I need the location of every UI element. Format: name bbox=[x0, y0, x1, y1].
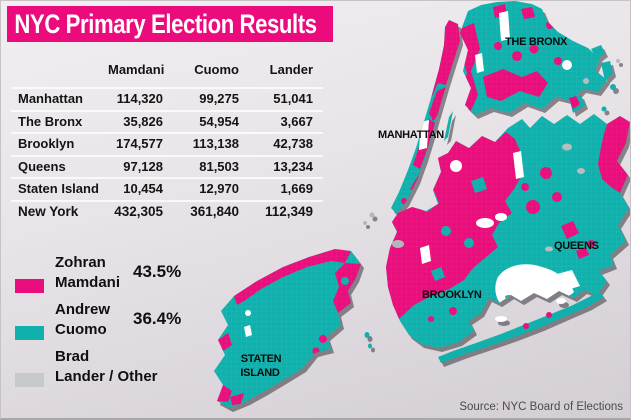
mamdani-color-swatch bbox=[15, 279, 44, 293]
title-banner: NYC Primary Election Results bbox=[7, 6, 333, 42]
map-label-manhattan: MANHATTAN bbox=[378, 129, 444, 141]
cuomo-color-swatch bbox=[15, 326, 44, 340]
page-title: NYC Primary Election Results bbox=[14, 8, 317, 39]
legend-candidate-name: Zohran Mamdani bbox=[55, 254, 121, 291]
legend-item-mamdani: Zohran Mamdani 43.5% bbox=[15, 253, 225, 299]
table-row-bronx: The Bronx 35,826 54,954 3,667 bbox=[11, 112, 323, 135]
table-row-manhattan: Manhattan 114,320 99,275 51,041 bbox=[11, 89, 323, 112]
table-header-row: Mamdani Cuomo Lander bbox=[11, 60, 323, 89]
table-row-brooklyn: Brooklyn 174,577 113,138 42,738 bbox=[11, 134, 323, 157]
table-header-cuomo: Cuomo bbox=[194, 62, 239, 77]
map-label-queens: QUEENS bbox=[554, 240, 599, 252]
legend-item-cuomo: Andrew Cuomo 36.4% bbox=[15, 300, 225, 346]
map-rockaway-shape bbox=[438, 291, 604, 363]
source-attribution: Source: NYC Board of Elections bbox=[459, 401, 623, 413]
map-label-staten-island-line2: ISLAND bbox=[240, 367, 280, 379]
table-header-empty bbox=[11, 60, 108, 87]
mamdani-percentage: 43.5% bbox=[133, 262, 182, 281]
map-label-brooklyn: BROOKLYN bbox=[422, 289, 482, 301]
legend-candidate-name: Brad Lander / Other bbox=[55, 348, 158, 385]
table-row-staten-island: Staten Island 10,454 12,970 1,669 bbox=[11, 179, 323, 202]
table-row-new-york-total: New York 432,305 361,840 112,349 bbox=[18, 203, 313, 219]
results-table: Mamdani Cuomo Lander Manhattan 114,320 9… bbox=[11, 60, 323, 223]
lander-color-swatch bbox=[15, 373, 44, 387]
table-header-lander: Lander bbox=[269, 62, 313, 77]
map-label-bronx: THE BRONX bbox=[505, 36, 568, 48]
map-staten-island-shape bbox=[214, 249, 361, 408]
legend-item-lander: Brad Lander / Other bbox=[15, 347, 225, 393]
table-header-mamdani: Mamdani bbox=[108, 62, 165, 77]
cuomo-percentage: 36.4% bbox=[133, 309, 182, 328]
legend-candidate-name: Andrew Cuomo bbox=[55, 301, 111, 338]
map-bronx-shape bbox=[460, 1, 620, 115]
map-label-staten-island-line1: STATEN bbox=[241, 353, 282, 365]
table-row-queens: Queens 97,128 81,503 13,234 bbox=[11, 157, 323, 180]
map-small-islands bbox=[363, 212, 566, 349]
